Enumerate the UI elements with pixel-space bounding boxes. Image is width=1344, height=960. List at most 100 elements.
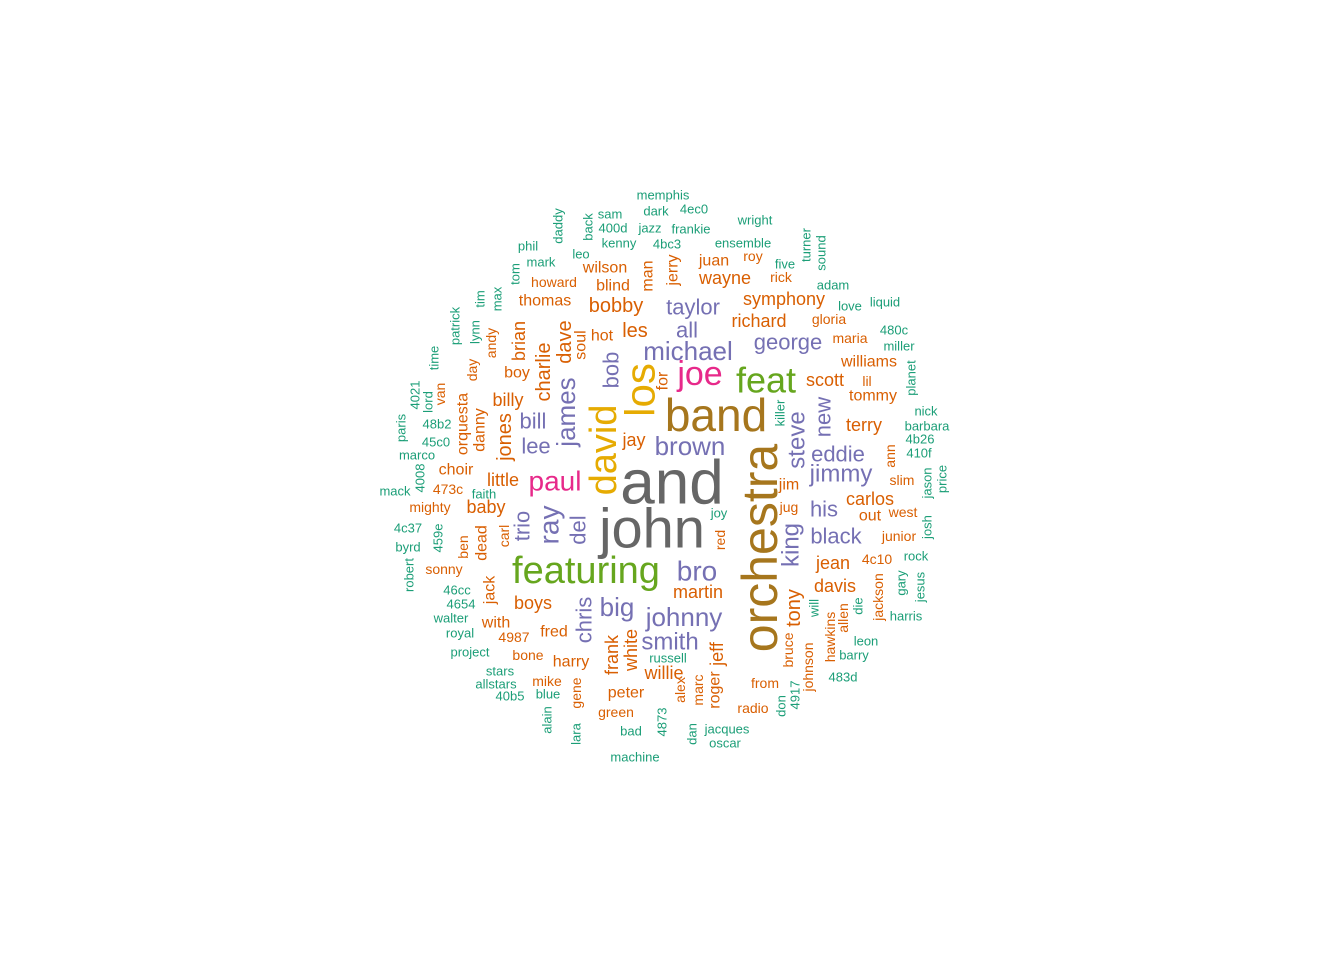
word-gary: gary bbox=[894, 570, 909, 596]
word-harry: harry bbox=[553, 654, 589, 671]
word-all: all bbox=[676, 318, 698, 343]
word-4654: 4654 bbox=[447, 597, 476, 612]
word-boy: boy bbox=[504, 365, 530, 382]
word-george: george bbox=[754, 330, 823, 355]
word-taylor: taylor bbox=[666, 295, 720, 320]
word-little: little bbox=[487, 470, 519, 490]
word-baby: baby bbox=[466, 497, 505, 517]
word-marc: marc bbox=[690, 674, 706, 705]
word-lord: lord bbox=[421, 391, 436, 413]
word-orquesta: orquesta bbox=[455, 393, 472, 455]
word-james: james bbox=[551, 377, 581, 447]
word-gene: gene bbox=[568, 677, 584, 708]
word-charlie: charlie bbox=[533, 343, 555, 402]
word-stars: stars bbox=[486, 664, 515, 679]
word-jazz: jazz bbox=[637, 221, 661, 236]
word-allen: allen bbox=[835, 603, 851, 633]
word-five: five bbox=[775, 257, 795, 272]
word-west: west bbox=[888, 504, 918, 520]
word-joe: joe bbox=[676, 355, 722, 393]
word-green: green bbox=[598, 704, 634, 720]
word-del: del bbox=[566, 515, 591, 544]
word-out: out bbox=[859, 508, 882, 525]
word-adam: adam bbox=[817, 278, 850, 293]
word-jug: jug bbox=[779, 499, 799, 515]
word-4bc3: 4bc3 bbox=[653, 237, 681, 252]
word-sound: sound bbox=[814, 235, 829, 270]
word-soul: soul bbox=[573, 330, 590, 359]
word-leo: leo bbox=[572, 247, 589, 262]
word-400d: 400d bbox=[599, 221, 628, 236]
word-red: red bbox=[712, 530, 728, 550]
word-jesus: jesus bbox=[913, 571, 928, 603]
word-40b5: 40b5 bbox=[496, 689, 525, 704]
word-john: john bbox=[597, 497, 705, 560]
word-junior: junior bbox=[881, 528, 917, 544]
word-jean: jean bbox=[815, 553, 850, 573]
word-blue: blue bbox=[536, 687, 561, 702]
word-memphis: memphis bbox=[637, 188, 690, 203]
word-lynn: lynn bbox=[468, 320, 483, 344]
word-oscar: oscar bbox=[709, 736, 741, 751]
word-4b26: 4b26 bbox=[906, 432, 935, 447]
word-steve: steve bbox=[784, 411, 811, 468]
word-4873: 4873 bbox=[655, 708, 670, 737]
word-danny: danny bbox=[472, 408, 489, 452]
word-dark: dark bbox=[643, 204, 669, 219]
word-bill: bill bbox=[520, 409, 547, 434]
word-sam: sam bbox=[598, 207, 623, 222]
word-4ec0: 4ec0 bbox=[680, 202, 708, 217]
word-feat: feat bbox=[736, 360, 796, 401]
word-jim: jim bbox=[778, 477, 799, 494]
word-juan: juan bbox=[698, 253, 729, 270]
word-robert: robert bbox=[402, 558, 417, 592]
word-lara: lara bbox=[569, 722, 584, 744]
word-lil: lil bbox=[862, 373, 871, 389]
word-walter: walter bbox=[433, 611, 469, 626]
word-andy: andy bbox=[483, 328, 499, 358]
word-mike: mike bbox=[532, 673, 562, 689]
word-planet: planet bbox=[904, 360, 919, 396]
word-patrick: patrick bbox=[448, 306, 463, 345]
word-harris: harris bbox=[890, 609, 923, 624]
word-day: day bbox=[464, 359, 480, 382]
word-hot: hot bbox=[591, 328, 614, 345]
word-maria: maria bbox=[832, 330, 867, 346]
word-los: los bbox=[617, 363, 664, 417]
word-jay: jay bbox=[621, 430, 645, 450]
word-bro: bro bbox=[677, 556, 717, 587]
word-phil: phil bbox=[518, 239, 538, 254]
word-roy: roy bbox=[743, 248, 762, 264]
word-dead: dead bbox=[474, 525, 491, 561]
word-bob: bob bbox=[599, 352, 624, 389]
word-back: back bbox=[581, 213, 596, 241]
word-jerry: jerry bbox=[665, 254, 682, 286]
word-billy: billy bbox=[492, 390, 523, 410]
word-richard: richard bbox=[731, 311, 786, 331]
word-russell: russell bbox=[649, 651, 687, 666]
word-royal: royal bbox=[446, 626, 474, 641]
word-max: max bbox=[490, 286, 505, 311]
word-johnny: johnny bbox=[645, 602, 723, 632]
word-473c: 473c bbox=[433, 481, 463, 497]
word-wilson: wilson bbox=[582, 260, 627, 277]
word-4c10: 4c10 bbox=[862, 551, 893, 567]
word-carl: carl bbox=[496, 525, 512, 548]
word-483d: 483d bbox=[829, 670, 858, 685]
word-allstars: allstars bbox=[475, 677, 517, 692]
word-fred: fred bbox=[540, 624, 568, 641]
word-frank: frank bbox=[602, 634, 622, 675]
word-lee: lee bbox=[521, 434, 550, 459]
word-rick: rick bbox=[770, 269, 793, 285]
word-brown: brown bbox=[655, 431, 726, 461]
word-480c: 480c bbox=[880, 323, 909, 338]
word-blind: blind bbox=[596, 278, 630, 295]
word-willie: willie bbox=[643, 663, 683, 683]
word-mack: mack bbox=[379, 484, 411, 499]
word-dave: dave bbox=[554, 320, 576, 363]
word-johnson: johnson bbox=[800, 642, 816, 692]
word-with: with bbox=[481, 615, 510, 632]
word-bruce: bruce bbox=[780, 632, 796, 667]
word-alex: alex bbox=[672, 677, 688, 703]
